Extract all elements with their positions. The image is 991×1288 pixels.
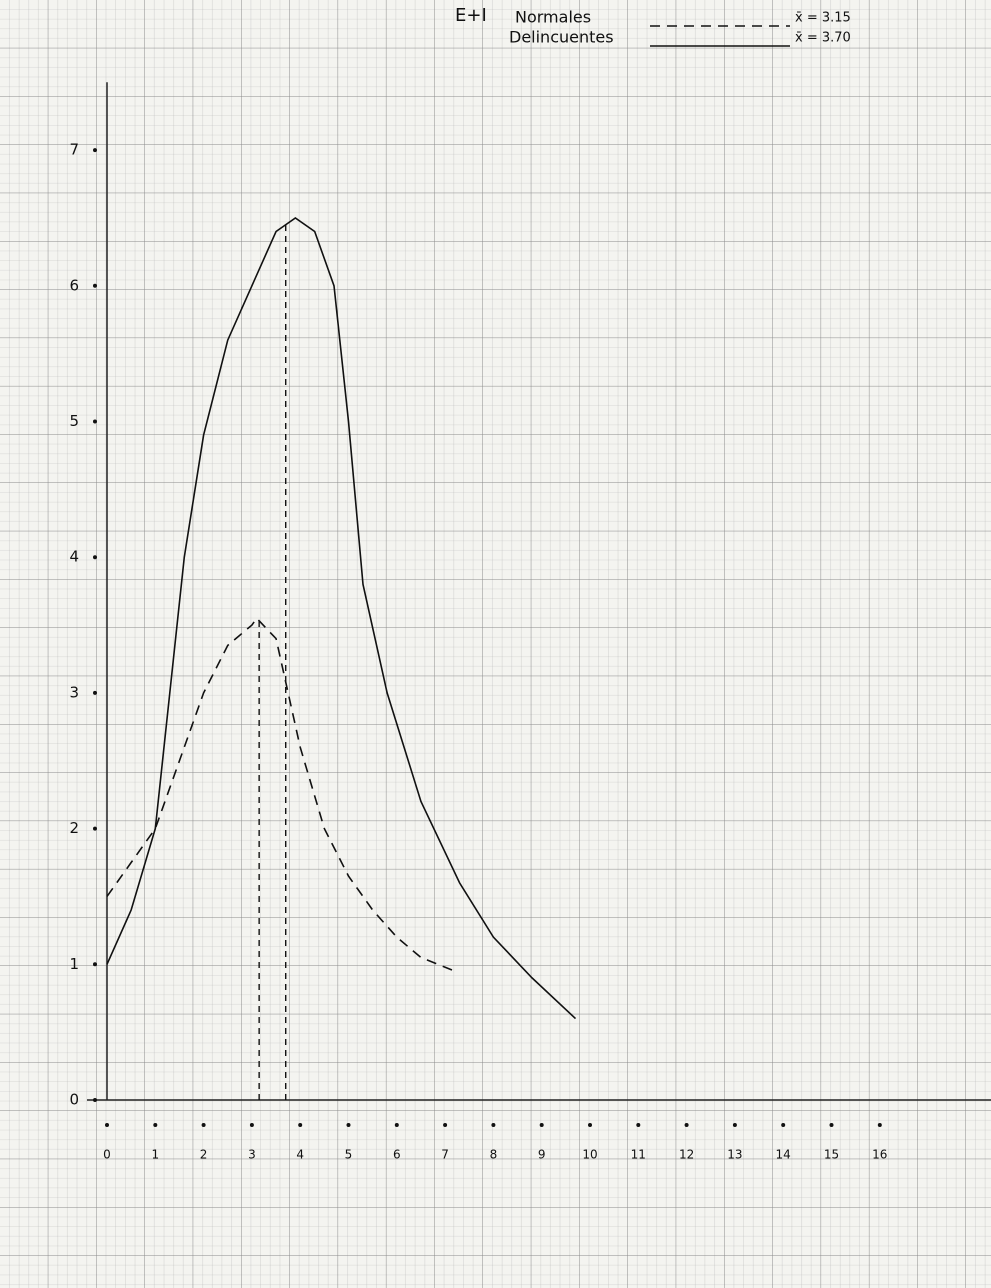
x-tick-label: 2 [200, 1148, 208, 1162]
y-tick [93, 690, 97, 695]
x-tick-label: 6 [393, 1148, 401, 1162]
y-tick [93, 962, 97, 967]
x-tick [346, 1123, 351, 1127]
x-tick-label: 11 [631, 1148, 646, 1162]
x-tick [153, 1123, 158, 1127]
x-tick-label: 1 [151, 1148, 159, 1162]
x-tick [636, 1123, 641, 1127]
x-tick [394, 1123, 399, 1127]
y-tick-label: 1 [69, 955, 79, 973]
y-tick-label: 3 [69, 683, 79, 701]
mean-label: x̄ = 3.70 [795, 31, 851, 46]
line-series [106, 216, 577, 1020]
x-tick [781, 1123, 786, 1127]
y-tick-label: 6 [69, 276, 79, 294]
legend-label: Normales [515, 8, 591, 27]
x-tick [298, 1123, 303, 1127]
x-tick [684, 1123, 689, 1127]
line-series [106, 617, 456, 972]
x-tick [732, 1123, 737, 1127]
x-tick-label: 7 [441, 1148, 449, 1162]
x-tick [877, 1123, 882, 1127]
x-tick [105, 1123, 109, 1127]
y-tick [93, 1098, 97, 1102]
x-tick-label: 14 [776, 1148, 791, 1162]
chart-title: E+I [455, 5, 487, 26]
y-tick [93, 283, 97, 288]
x-tick-label: 12 [679, 1148, 694, 1162]
y-tick-label: 4 [69, 548, 79, 566]
y-tick [93, 826, 97, 831]
x-tick [539, 1123, 544, 1127]
x-tick-label: 13 [727, 1148, 742, 1162]
x-tick-label: 4 [296, 1148, 304, 1162]
y-tick-label: 5 [69, 412, 79, 430]
x-tick [443, 1123, 448, 1127]
x-tick [201, 1123, 206, 1127]
x-tick-label: 10 [582, 1148, 597, 1162]
x-tick [829, 1123, 834, 1127]
x-tick-label: 15 [824, 1148, 839, 1162]
x-tick-label: 9 [538, 1148, 546, 1162]
x-tick-label: 5 [345, 1148, 353, 1162]
y-tick [93, 419, 97, 424]
x-tick-label: 8 [490, 1148, 498, 1162]
x-tick [588, 1123, 592, 1127]
y-tick-label: 7 [69, 141, 79, 159]
x-tick-label: 0 [103, 1148, 111, 1162]
mean-label: x̄ = 3.15 [795, 11, 851, 26]
y-tick [93, 555, 97, 560]
y-tick [93, 148, 97, 153]
y-tick-label: 0 [69, 1091, 79, 1109]
y-tick-label: 2 [69, 819, 79, 837]
x-tick [249, 1123, 254, 1127]
x-tick-label: 3 [248, 1148, 256, 1162]
x-tick [491, 1123, 496, 1127]
legend-label: Delincuentes [509, 28, 614, 47]
x-tick-label: 16 [872, 1148, 887, 1162]
